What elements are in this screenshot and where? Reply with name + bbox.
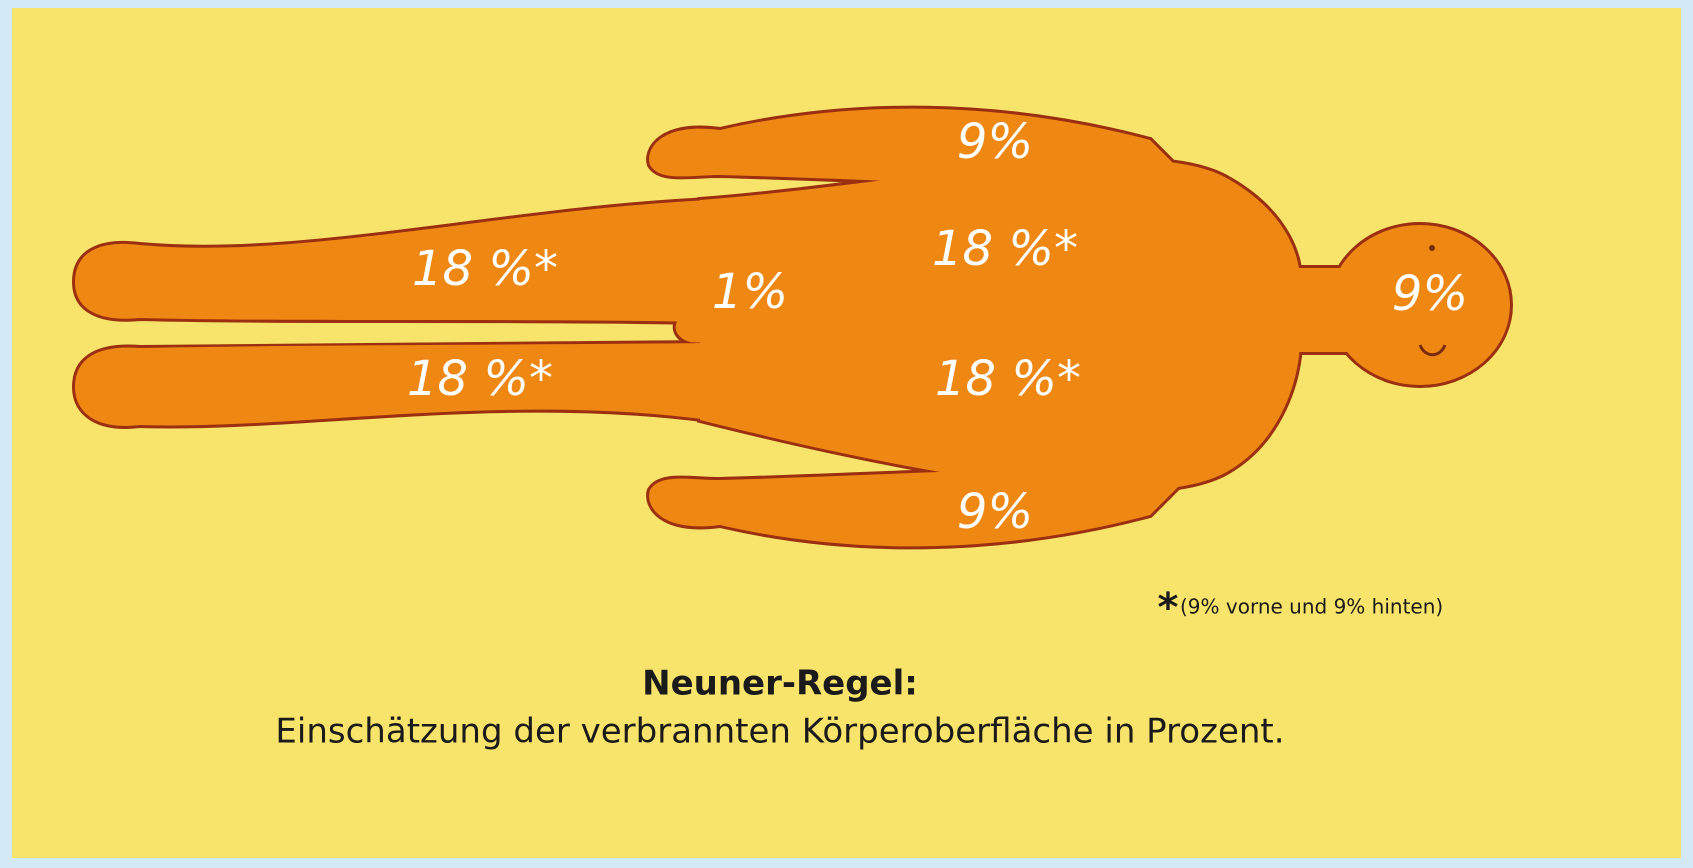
genital-label: 1% [712,264,788,320]
page: 9% 18 %* 18 %* 1% 18 %* 18 %* 9% 9% * (9… [0,0,1693,868]
head-label: 9% [1392,266,1468,322]
torso-label: 18 %* [935,351,1081,407]
torso-label: 18 %* [932,221,1078,277]
illustration: 9% 18 %* 18 %* 1% 18 %* 18 %* 9% 9% * (9… [0,0,1693,868]
footnote-marker: * [1158,585,1179,631]
leg-label: 18 %* [407,351,553,407]
caption-subtitle: Einschätzung der verbrannten Körperoberf… [275,712,1284,752]
footnote-text: (9% vorne und 9% hinten) [1180,595,1443,619]
leg-label: 18 %* [412,241,558,297]
caption-title: Neuner-Regel: [642,664,918,704]
arm-label: 9% [957,484,1033,540]
arm-label: 9% [957,114,1033,170]
eye [1429,245,1435,251]
